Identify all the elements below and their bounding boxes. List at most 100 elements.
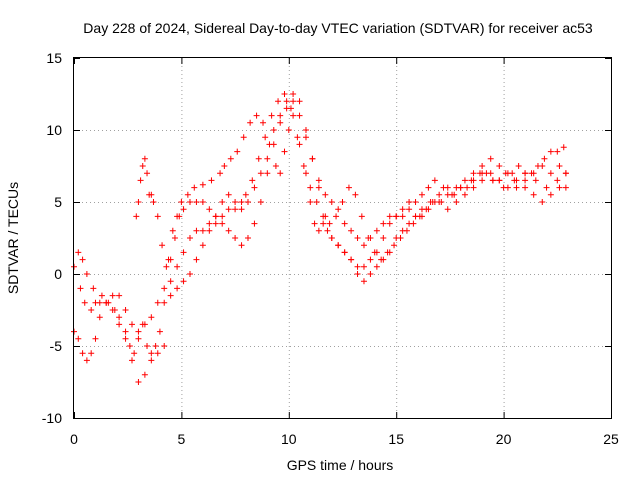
data-point [137,177,144,184]
data-point [260,119,267,126]
data-point [270,141,277,148]
data-point [341,220,348,227]
data-markers [71,91,569,385]
data-point [225,191,232,198]
data-point [212,213,219,220]
data-point [283,105,290,112]
data-point [541,155,548,162]
data-point [479,177,486,184]
x-tick-label: 15 [388,431,404,447]
data-point [522,170,529,177]
data-point [345,184,352,191]
data-point [406,199,413,205]
data-point [144,343,151,349]
data-point [90,285,97,292]
data-point [380,235,387,241]
data-point [135,379,142,385]
data-point [412,213,419,220]
data-point [161,285,168,292]
data-point [489,177,496,184]
data-point [367,271,374,277]
data-point [167,292,174,299]
data-point [509,170,516,177]
x-tick-label: 20 [496,431,512,447]
data-point [354,235,361,241]
data-point [335,242,342,249]
data-point [324,227,331,234]
data-point [496,163,503,169]
data-point [360,263,367,270]
data-point [180,278,187,285]
y-tick-label: 15 [46,50,62,66]
data-point [219,220,226,227]
data-point [373,263,380,270]
data-point [167,256,174,263]
data-point [186,271,193,277]
data-point [315,184,322,191]
grid [74,58,611,418]
data-point [556,184,563,191]
data-point [193,256,200,263]
data-point [184,191,191,198]
data-point [479,163,486,169]
data-point [152,343,159,349]
data-point [116,314,123,321]
data-point [464,184,471,191]
data-point [174,285,181,292]
data-point [386,213,393,220]
data-point [302,170,309,177]
data-point [470,177,477,184]
data-point [502,170,509,177]
data-point [530,191,537,198]
data-point [367,235,374,241]
y-tick-label: 0 [54,266,62,282]
data-point [96,314,103,321]
data-point [253,112,260,119]
data-point [268,112,275,119]
data-point [238,199,245,205]
data-point [244,235,251,241]
data-point [296,112,303,119]
data-point [322,213,329,220]
data-point [281,148,288,155]
data-point [128,321,135,328]
data-point [244,199,251,205]
data-point [176,213,183,220]
data-point [135,199,142,205]
data-point [219,213,226,220]
data-point [562,184,569,191]
data-point [217,170,224,177]
data-point [315,177,322,184]
data-point [270,127,277,133]
series-track-3 [75,91,569,385]
x-axis-label: GPS time / hours [287,457,394,473]
data-point [360,278,367,285]
data-point [386,220,393,227]
data-point [75,335,82,342]
data-point [135,328,142,335]
data-point [311,220,318,227]
series-track-2 [71,91,569,364]
data-point [251,184,258,191]
data-point [496,177,503,184]
data-point [180,249,187,256]
data-point [393,213,400,220]
y-tick-label: 10 [46,122,62,138]
data-point [242,191,249,198]
y-tick-label: -5 [50,338,63,354]
data-point [178,199,185,205]
data-point [79,256,86,263]
data-point [79,350,86,357]
data-point [109,292,116,299]
data-point [470,170,477,177]
data-point [290,98,297,105]
data-point [307,199,314,205]
data-point [161,299,168,306]
data-point [264,170,271,177]
data-point [444,184,451,191]
data-point [212,220,219,227]
data-point [418,191,425,198]
data-point [154,350,161,357]
axis-ticks [74,58,612,419]
data-point [522,184,529,191]
